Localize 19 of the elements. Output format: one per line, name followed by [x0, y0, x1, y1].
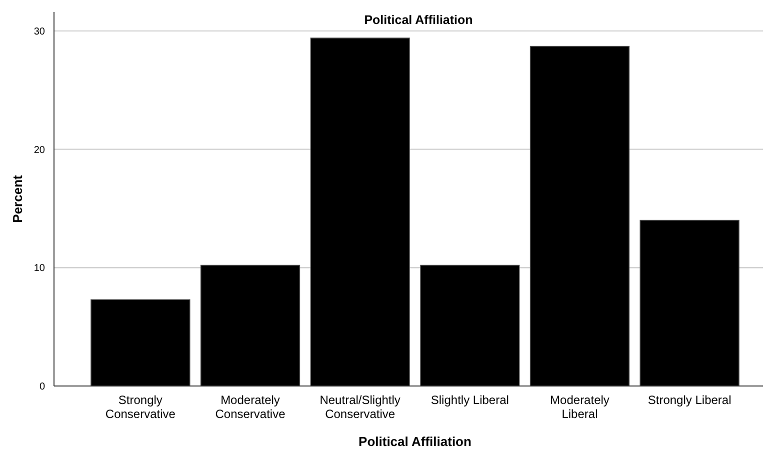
x-tick-label: Moderately Conservative: [215, 393, 286, 421]
x-tick-label: Moderately Liberal: [550, 393, 610, 421]
y-tick-label: 20: [34, 144, 46, 156]
y-tick-label: 30: [34, 26, 46, 38]
x-tick-label: Strongly Liberal: [648, 393, 732, 407]
bar: [530, 46, 630, 386]
x-tick-label: Strongly Conservative: [105, 393, 176, 421]
y-tick-label: 0: [39, 382, 46, 392]
x-axis-title: Political Affiliation: [358, 434, 472, 449]
bar: [310, 38, 410, 386]
bar: [90, 299, 190, 386]
chart-title: Political Affiliation: [364, 13, 473, 27]
y-axis-title: Percent: [10, 174, 25, 223]
y-tick-label: 10: [34, 263, 46, 274]
bar: [200, 264, 300, 386]
bar: [420, 264, 520, 386]
x-tick-label: Neutral/Slightly Conservative: [320, 393, 400, 421]
x-tick-label: Slightly Liberal: [430, 393, 509, 407]
bar: [640, 220, 740, 386]
